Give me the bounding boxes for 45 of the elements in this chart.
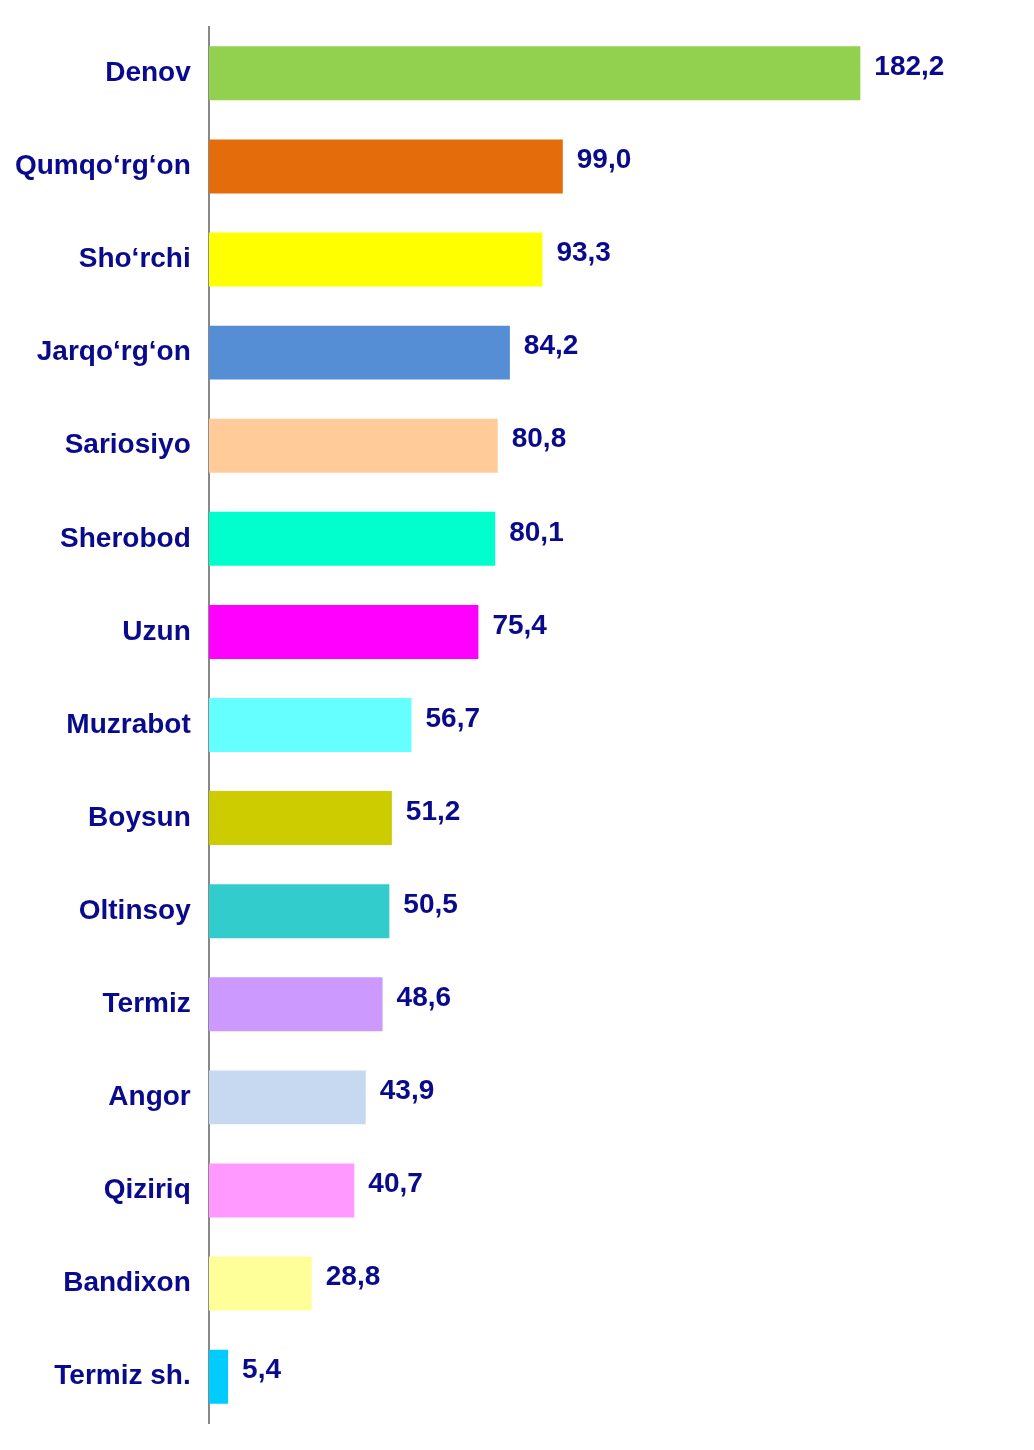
bar [208, 1256, 312, 1311]
y-tick-label: Termiz sh. [54, 1359, 191, 1391]
data-label: 51,2 [405, 794, 461, 826]
data-label: 28,8 [325, 1260, 381, 1292]
data-label: 99,0 [576, 143, 632, 175]
bar [208, 1070, 366, 1125]
y-tick-label: Boysun [88, 800, 191, 832]
y-tick-label: Sherobod [60, 521, 191, 553]
y-tick-label: Termiz [102, 987, 191, 1018]
data-label: 80,1 [509, 515, 564, 547]
bar [208, 418, 498, 473]
data-label: 182,2 [874, 50, 945, 82]
bar [208, 46, 861, 101]
y-tick-label: Muzrabot [66, 707, 191, 739]
y-tick-label: Qumqo‘rg‘on [14, 149, 191, 181]
data-label: 93,3 [556, 236, 611, 268]
bar [208, 791, 392, 846]
bar [208, 604, 479, 659]
y-tick-label: Jarqo‘rg‘on [36, 335, 191, 367]
y-tick-label: Bandixon [63, 1266, 191, 1298]
y-tick-label: Sariosiyo [64, 428, 191, 460]
data-label: 50,5 [403, 887, 458, 919]
bar [208, 232, 543, 287]
y-tick-label: Denov [105, 56, 192, 88]
y-tick-label: Sho‘rchi [78, 242, 191, 274]
data-label: 80,8 [511, 422, 567, 454]
y-tick-label: Uzun [122, 614, 191, 646]
y-tick-label: Qiziriq [103, 1173, 191, 1205]
y-tick-label: Oltinsoy [78, 893, 192, 925]
bar [208, 698, 412, 752]
data-label: 5,4 [242, 1353, 282, 1385]
data-label: 48,6 [396, 981, 452, 1012]
bar [208, 884, 390, 939]
bar [208, 977, 383, 1032]
bar [208, 1349, 229, 1404]
bar [208, 1163, 355, 1218]
bar [208, 325, 510, 380]
bar [208, 511, 496, 566]
data-label: 56,7 [425, 701, 481, 733]
data-label: 75,4 [492, 608, 548, 640]
data-label: 84,2 [523, 329, 579, 361]
data-label: 40,7 [368, 1167, 423, 1199]
y-tick-label: Angor [108, 1080, 191, 1112]
data-label: 43,9 [379, 1074, 435, 1106]
bar [208, 139, 563, 194]
